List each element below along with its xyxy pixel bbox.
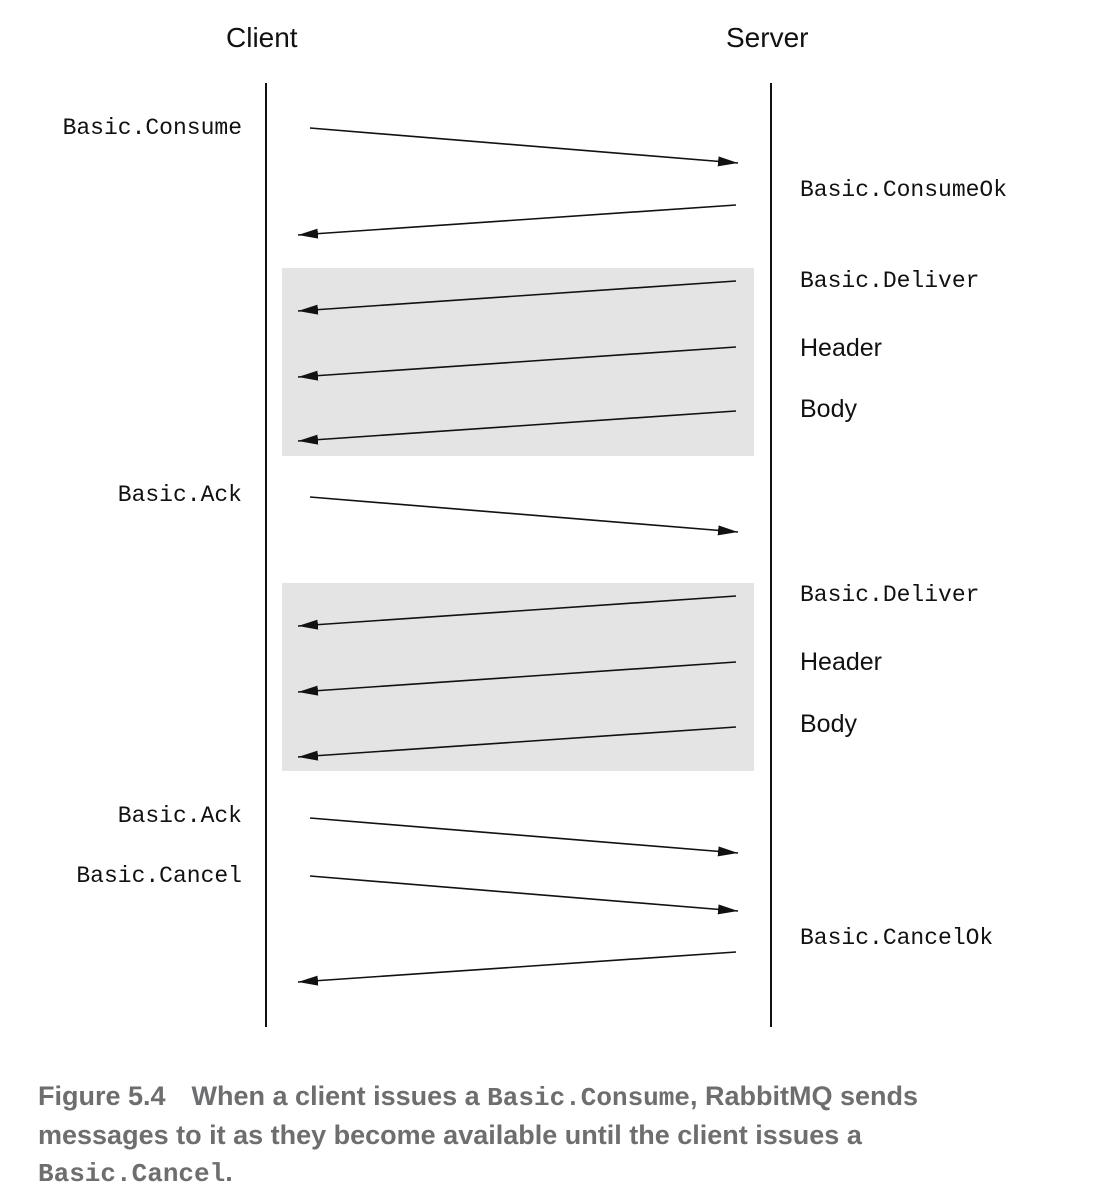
arrow-basic-cancel-ok <box>297 951 737 986</box>
label-basic-deliver-1: Basic.Deliver <box>800 268 980 294</box>
caption-text-2: , RabbitMQ sends messages to it as they … <box>38 1081 919 1150</box>
client-header: Client <box>226 22 298 53</box>
arrow-basic-deliver-2 <box>297 595 737 630</box>
arrow-basic-deliver-1 <box>297 280 737 315</box>
arrow-header-1 <box>297 346 737 381</box>
arrow-header-2 <box>297 661 737 696</box>
figure-caption: Figure 5.4 When a client issues a Basic.C… <box>38 1078 1038 1193</box>
caption-text-1: When a client issues a <box>191 1081 488 1111</box>
arrow-body-2 <box>297 726 737 761</box>
label-basic-deliver-2: Basic.Deliver <box>800 582 980 608</box>
label-body-1: Body <box>800 395 857 423</box>
label-body-2: Body <box>800 710 857 738</box>
label-basic-ack-1: Basic.Ack <box>117 482 242 508</box>
arrow-basic-cancel <box>309 875 739 915</box>
figure-number: Figure 5.4 <box>38 1081 166 1111</box>
label-basic-ack-2: Basic.Ack <box>117 803 242 829</box>
caption-code-cancel: Basic.Cancel <box>38 1159 226 1189</box>
label-header-1: Header <box>800 334 882 362</box>
label-header-2: Header <box>800 648 882 676</box>
label-basic-consume: Basic.Consume <box>62 115 242 141</box>
server-header: Server <box>726 22 809 53</box>
arrow-basic-consume-ok <box>297 204 737 239</box>
caption-code-consume: Basic.Consume <box>487 1083 690 1113</box>
label-basic-cancel-ok: Basic.CancelOk <box>800 925 994 951</box>
arrow-basic-consume <box>309 127 739 167</box>
arrow-basic-ack-2 <box>309 817 739 857</box>
arrow-basic-ack-1 <box>309 496 739 536</box>
label-basic-consume-ok: Basic.ConsumeOk <box>800 177 1008 203</box>
caption-text-3: . <box>225 1157 233 1187</box>
arrow-body-1 <box>297 410 737 445</box>
label-basic-cancel: Basic.Cancel <box>76 863 242 889</box>
